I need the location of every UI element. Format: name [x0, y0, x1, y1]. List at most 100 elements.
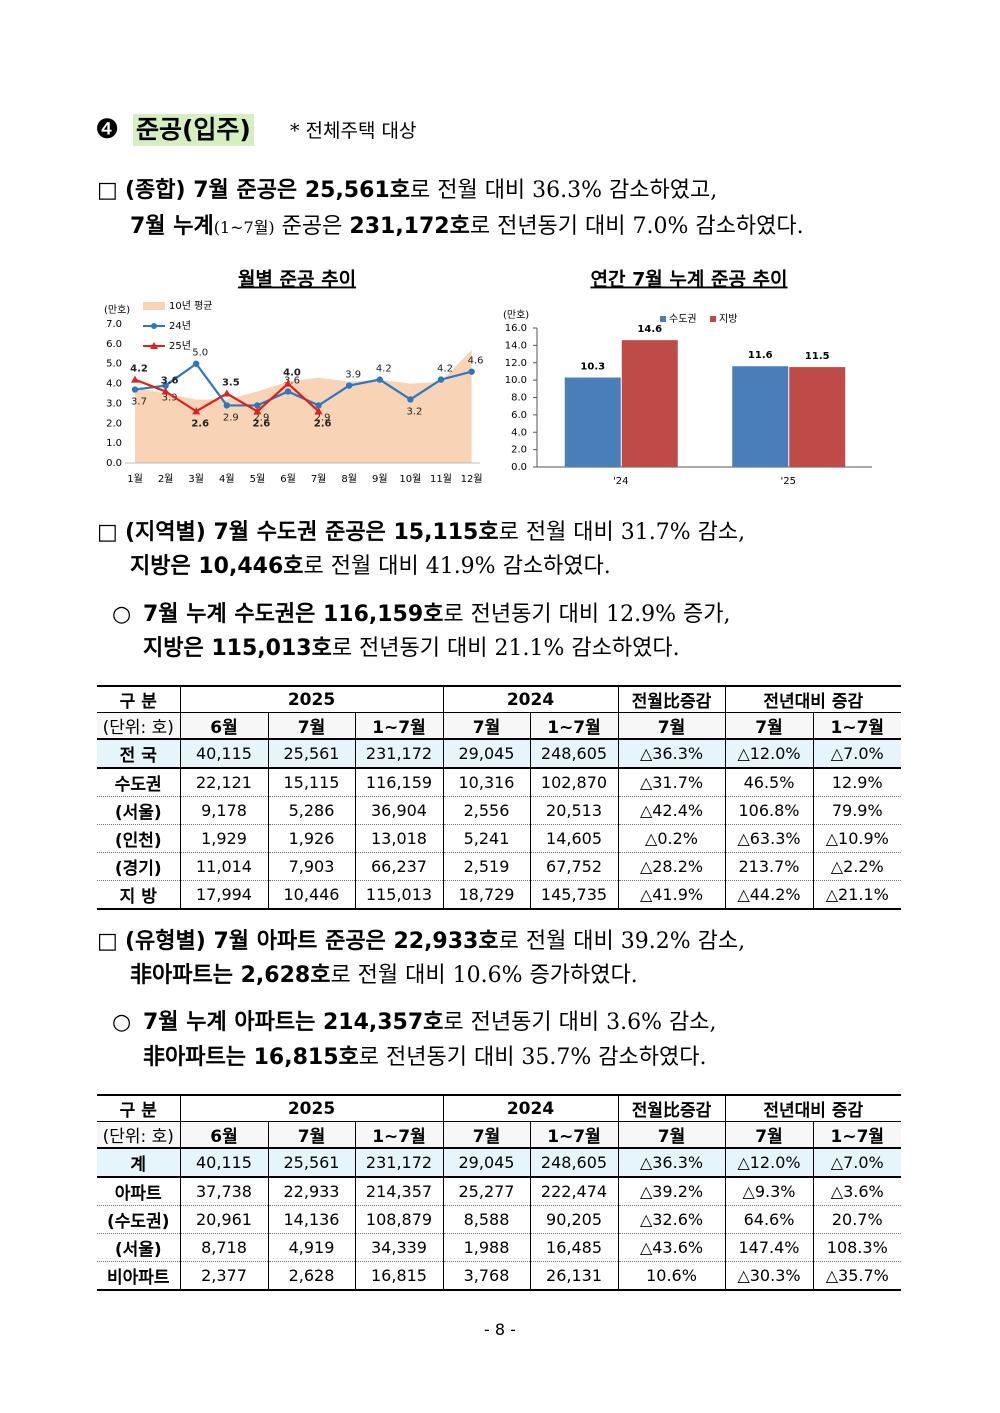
x-tick-label: 10월	[399, 473, 421, 485]
row-header: 전 국	[97, 739, 181, 769]
table-cell: 248,605	[529, 1148, 619, 1178]
table-cell: 90,205	[529, 1205, 619, 1234]
header-cell: 1~7월	[354, 712, 444, 740]
text: 준공은	[274, 214, 350, 239]
table-cell: △0.2%	[617, 824, 726, 853]
table-body: 구 분 2025 2024 전월比증감 전년대비 증감 (단위: 호) 6월 7월 1~7월 7월…	[97, 685, 902, 910]
table-cell: △21.1%	[812, 880, 902, 910]
table-cell: 106.8%	[724, 796, 814, 825]
table-cell: 36,904	[354, 796, 444, 825]
table-cell: 20,513	[529, 796, 619, 825]
x-tick-label: 2월	[158, 473, 174, 485]
text: 로 전월 대비 39.2% 감소,	[498, 929, 746, 954]
marker	[161, 387, 170, 395]
marker	[284, 388, 292, 395]
header-row: (단위: 호) 6월 7월 1~7월 7월 1~7월 7월 7월 1~7월	[97, 712, 902, 740]
legend-marker	[150, 342, 158, 349]
table-cell: 13,018	[354, 824, 444, 853]
marker	[314, 407, 323, 415]
text: 로 전년동기 대비 21.1% 감소하였다.	[331, 636, 680, 661]
data-label: 3.7	[131, 397, 147, 408]
text-line: (지역별) 7월 수도권 준공은 15,115호로 전월 대비 31.7% 감소…	[125, 518, 745, 548]
header-cell: (단위: 호)	[97, 1121, 181, 1149]
bold-text: (종합) 7월 준공은 25,561호	[125, 178, 410, 203]
table-cell: 16,485	[529, 1233, 619, 1262]
table-cell: 20.7%	[812, 1205, 902, 1234]
text-line: (종합) 7월 준공은 25,561호로 전월 대비 36.3% 감소하였고,	[125, 176, 717, 206]
header-cell: 7월	[267, 1121, 356, 1149]
header-cell: 2025	[179, 685, 444, 713]
table-cell: 25,277	[442, 1177, 531, 1206]
header-cell: 2024	[442, 1094, 619, 1122]
marker	[315, 402, 322, 409]
header-cell: 1~7월	[529, 1121, 619, 1149]
table-cell: △39.2%	[617, 1177, 726, 1206]
table-cell: 231,172	[354, 739, 444, 769]
table-cell: △43.6%	[617, 1233, 726, 1262]
legend-swatch	[710, 316, 716, 322]
table-cell: △63.3%	[724, 824, 814, 853]
legend-label: 수도권	[669, 313, 697, 325]
bullet-marker: ○	[112, 1010, 132, 1035]
y-tick-label: 8.0	[511, 393, 527, 404]
bullet-marker: □	[97, 178, 118, 203]
charts: 월별 준공 추이 (만호) 0.0 1.0 2.0 3.0 4.0 5.0 6.0 7.0 1월 2월…	[104, 269, 872, 487]
y-tick-label: 12.0	[505, 358, 527, 369]
data-label: 3.6	[284, 376, 300, 387]
table-cell: 29,045	[442, 1148, 531, 1178]
table-cell: 5,286	[267, 796, 356, 825]
bold-text: (유형별) 7월 아파트 준공은 22,933호	[125, 929, 499, 954]
row-header: 비아파트	[97, 1261, 181, 1291]
table-cell: △36.3%	[617, 1148, 726, 1178]
x-tick-label: '24	[613, 476, 628, 487]
data-label: 3.9	[345, 370, 361, 381]
table-cell: 14,136	[267, 1205, 356, 1234]
data-label: 4.6	[468, 356, 484, 367]
table-cell: 10.6%	[617, 1261, 726, 1291]
table-cell: 145,735	[529, 880, 619, 910]
table-cell: 2,628	[267, 1261, 356, 1291]
x-tick-label: 7월	[311, 473, 327, 485]
x-tick-label: 1월	[127, 473, 143, 485]
header-cell: 전년대비 증감	[724, 685, 902, 713]
table-cell: △35.7%	[812, 1261, 902, 1291]
text: 로 전년동기 대비 12.9% 증가,	[443, 602, 731, 627]
header-row: 구 분 2025 2024 전월比증감 전년대비 증감	[97, 685, 902, 713]
y-tick-label: 6.0	[511, 410, 527, 421]
table-cell: △41.9%	[617, 880, 726, 910]
table-cell: 11,014	[179, 852, 269, 881]
data-label: 4.0	[283, 368, 301, 379]
table-cell: 16,815	[354, 1261, 444, 1291]
table-cell: △2.2%	[812, 852, 902, 881]
legend-swatch	[660, 316, 666, 322]
x-tick-label: 11월	[430, 473, 452, 485]
bar	[564, 377, 621, 467]
table-cell: 3,768	[442, 1261, 531, 1291]
bold-text: 지방은 10,446호	[130, 554, 304, 579]
table-cell: 8,718	[179, 1233, 269, 1262]
data-label: 3.9	[162, 393, 178, 404]
header-cell: 1~7월	[354, 1121, 444, 1149]
row-header: (경기)	[97, 852, 181, 881]
header-cell: 1~7월	[812, 712, 902, 740]
section-icon: ❹	[95, 114, 120, 145]
x-tick-label: 4월	[219, 473, 235, 485]
data-label: 11.6	[748, 350, 773, 361]
row-header: 계	[97, 1148, 181, 1178]
table-row: (서울) 9,178 5,286 36,904 2,556 20,513 △42.4% 106…	[97, 796, 902, 825]
marker	[131, 375, 139, 383]
table-cell: 222,474	[529, 1177, 619, 1206]
text: 로 전년동기 대비 7.0% 감소하였다.	[469, 214, 804, 239]
table-cell: 214,357	[354, 1177, 444, 1206]
marker	[437, 376, 445, 383]
table-body: 구 분 2025 2024 전월比증감 전년대비 증감 (단위: 호) 6월 7월 1~7월 7월…	[97, 1094, 902, 1291]
y-tick-label: 1.0	[106, 438, 122, 449]
table-row: 지 방 17,994 10,446 115,013 18,729 145,735 △41.9…	[97, 880, 902, 910]
header-cell: 7월	[617, 1121, 726, 1149]
header-cell: 6월	[179, 1121, 269, 1149]
marker	[131, 386, 139, 393]
table-cell: 26,131	[529, 1261, 619, 1291]
data-label: 10.3	[580, 362, 605, 373]
bar	[789, 367, 846, 467]
data-label: 4.2	[376, 364, 392, 375]
